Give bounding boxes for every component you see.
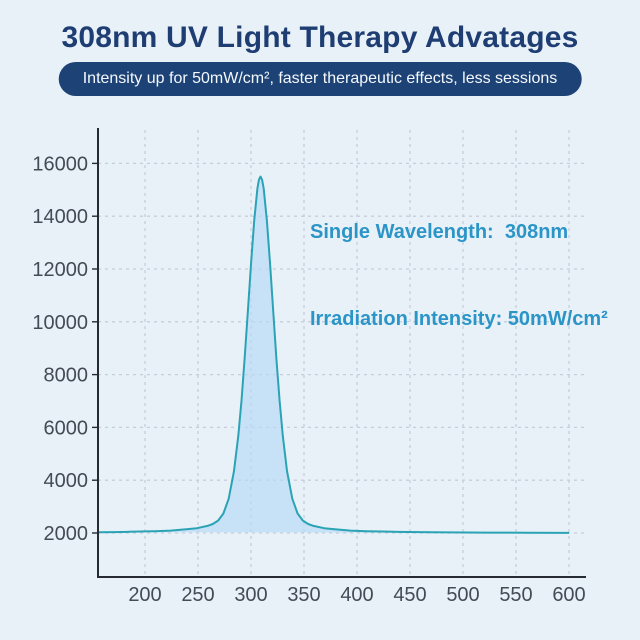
x-tick-label: 250	[181, 584, 214, 606]
y-tick-label: 10000	[32, 312, 88, 334]
x-tick-label: 300	[234, 584, 267, 606]
subtitle-pill: Intensity up for 50mW/cm², faster therap…	[58, 62, 582, 96]
y-tick-label: 12000	[32, 259, 88, 281]
y-tick-label: 6000	[44, 417, 89, 439]
y-tick-label: 14000	[32, 206, 88, 228]
y-tick-label: 2000	[44, 523, 89, 545]
x-tick-label: 600	[552, 584, 585, 606]
chart-annotation: Single Wavelength: 308nm Irradiation Int…	[310, 160, 608, 392]
x-tick-label: 200	[128, 584, 161, 606]
subtitle-text: Intensity up for 50mW/cm², faster therap…	[82, 70, 558, 87]
y-tick-label: 4000	[44, 470, 89, 492]
x-tick-label: 400	[340, 584, 373, 606]
y-tick-label: 8000	[44, 365, 89, 387]
x-tick-label: 500	[446, 584, 479, 606]
spectrum-curve	[98, 175, 570, 534]
y-tick-labels: 2000 4000 6000 8000 10000 12000 14000 16000	[32, 153, 88, 545]
annotation-wavelength: Single Wavelength: 308nm	[310, 221, 569, 243]
x-tick-label: 550	[499, 584, 532, 606]
spectrum-line	[98, 175, 570, 534]
axes	[92, 128, 586, 578]
page-title: 308nm UV Light Therapy Advatages	[61, 21, 579, 54]
y-tick-label: 16000	[32, 153, 88, 175]
x-tick-label: 450	[393, 584, 426, 606]
annotation-intensity: Irradiation Intensity: 50mW/cm²	[310, 308, 608, 330]
x-tick-label: 350	[287, 584, 320, 606]
x-tick-labels: 200 250 300 350 400 450 500 550 600	[128, 584, 585, 606]
